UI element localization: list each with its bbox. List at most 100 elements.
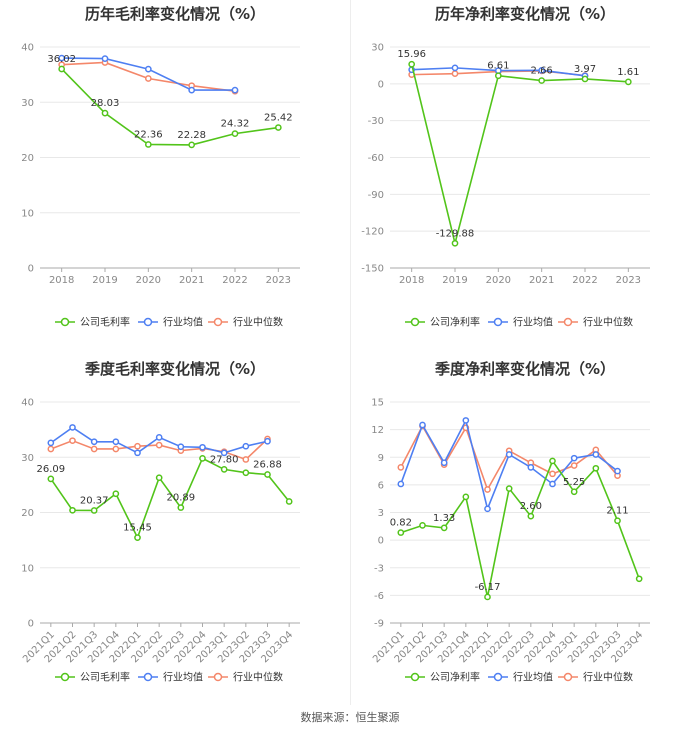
company-data-point [549, 457, 556, 465]
company-data-point [440, 524, 448, 532]
company-data-point [484, 593, 491, 601]
industry-avg-data-point [101, 55, 109, 62]
y-tick-label: 0 [28, 619, 34, 630]
legend-label: 行业均值 [513, 671, 553, 684]
industry-median-data-point [69, 437, 76, 445]
industry-avg-data-point [134, 449, 141, 457]
y-tick-label: 30 [21, 98, 34, 109]
company-data-point [285, 498, 293, 505]
y-tick-label: 0 [28, 264, 34, 275]
industry-avg-data-point [188, 86, 196, 94]
company-data-point [112, 490, 120, 498]
industry-avg-data-point [549, 480, 556, 488]
y-tick-label: -9 [374, 619, 384, 630]
quarterly-net-margin-panel: 季度净利率变化情况（%） -9 -6 -3 0 3 6 9 12 15 2021Q1 2021Q2 20… [350, 355, 700, 710]
y-tick-label: -3 [374, 563, 384, 574]
x-tick-label: 2018 [399, 275, 424, 286]
legend-marker [213, 672, 223, 682]
data-label: 25.42 [264, 113, 293, 124]
company-data-point [397, 529, 405, 536]
chart-title: 历年净利率变化情况（%） [435, 5, 615, 23]
y-tick-label: 30 [371, 43, 384, 54]
company-data-point [419, 522, 426, 529]
industry-avg-data-point [231, 86, 239, 94]
industry-avg-data-point [451, 64, 459, 72]
data-label: 2.66 [531, 66, 553, 77]
industry-median-data-point [134, 442, 141, 450]
industry-avg-data-point [505, 451, 513, 458]
industry-median-data-point [451, 70, 459, 77]
data-label: 20.37 [80, 495, 109, 506]
industry-avg-data-point [527, 464, 535, 471]
y-tick-label: 10 [21, 208, 34, 219]
industry-avg-data-point [570, 454, 578, 462]
data-label: -129.88 [436, 228, 475, 239]
legend-label: 公司净利率 [430, 671, 480, 684]
legend-item-company: 公司净利率 [405, 671, 480, 684]
company-data-point [635, 575, 643, 583]
company-data-point [242, 469, 250, 477]
company-data-point [155, 474, 163, 482]
industry-avg-data-point [177, 443, 185, 451]
data-label: 20.89 [167, 493, 196, 504]
legend-marker [60, 672, 70, 682]
data-label: 2.11 [606, 506, 628, 517]
x-tick-label: 2023 [616, 275, 641, 286]
company-data-point [408, 60, 416, 68]
x-tick-label: 2020 [486, 275, 511, 286]
data-label: 1.61 [617, 67, 639, 78]
company-data-point [581, 75, 589, 83]
legend-marker [410, 672, 420, 682]
company-data-point [451, 239, 459, 247]
y-tick-label: 0 [378, 536, 384, 547]
company-data-point [527, 512, 535, 520]
annual-net-margin-panel: 历年净利率变化情况（%） -150 -120 -90 -60 -30 0 30 2018 2019… [350, 0, 700, 355]
data-label: 1.33 [433, 513, 455, 524]
industry-avg-data-point [419, 421, 426, 429]
industry-median-data-point [549, 470, 556, 478]
annual-gross-margin-panel: 历年毛利率变化情况（%） 0 10 20 30 40 2018 2019 2020 2021 202… [0, 0, 350, 355]
company-data-point [58, 65, 66, 73]
legend-label: 公司毛利率 [80, 671, 130, 684]
x-tick-label: 2019 [442, 275, 467, 286]
data-label: 22.36 [134, 129, 163, 140]
data-label: 5.25 [563, 477, 585, 488]
x-tick-label: 2018 [49, 275, 74, 286]
legend-item-industry-median: 行业中位数 [208, 316, 283, 329]
company-data-point [199, 455, 206, 462]
industry-avg-data-point [397, 480, 405, 488]
company-data-point [220, 466, 228, 473]
industry-avg-data-point [155, 434, 163, 441]
legend-item-industry-median: 行业中位数 [558, 671, 633, 684]
data-label: 24.32 [221, 119, 250, 130]
data-label: 3.97 [574, 64, 596, 75]
legend-item-industry-avg: 行业均值 [488, 671, 553, 684]
company-data-point [592, 464, 600, 472]
y-tick-label: -150 [361, 264, 384, 275]
legend-marker [563, 672, 573, 682]
legend-item-industry-avg: 行业均值 [138, 316, 203, 329]
legend-label: 行业中位数 [583, 671, 633, 684]
company-data-point [538, 77, 546, 84]
x-tick-label: 2021 [529, 275, 554, 286]
legend: 公司净利率 行业均值 行业中位数 [405, 316, 633, 329]
y-tick-label: 15 [371, 398, 384, 409]
chart-title: 季度毛利率变化情况（%） [85, 360, 265, 378]
company-data-point [90, 507, 98, 514]
legend-label: 行业均值 [163, 316, 203, 329]
industry-median-data-point [397, 464, 405, 471]
industry-avg-data-point [144, 65, 152, 73]
data-label: 6.61 [487, 61, 509, 72]
legend-label: 公司净利率 [430, 316, 480, 329]
company-data-point [494, 72, 502, 80]
legend-item-industry-median: 行业中位数 [558, 316, 633, 329]
annual-net-margin-chart: 历年净利率变化情况（%） -150 -120 -90 -60 -30 0 30 2018 2019… [361, 5, 650, 329]
data-label: 2.60 [520, 501, 542, 512]
data-label: 0.82 [390, 518, 412, 529]
industry-avg-data-point [90, 438, 98, 446]
y-tick-label: -120 [361, 227, 384, 238]
industry-avg-data-point [264, 437, 271, 445]
company-data-point [69, 506, 76, 514]
chart-title: 历年毛利率变化情况（%） [85, 5, 265, 23]
industry-avg-data-point [112, 438, 120, 446]
